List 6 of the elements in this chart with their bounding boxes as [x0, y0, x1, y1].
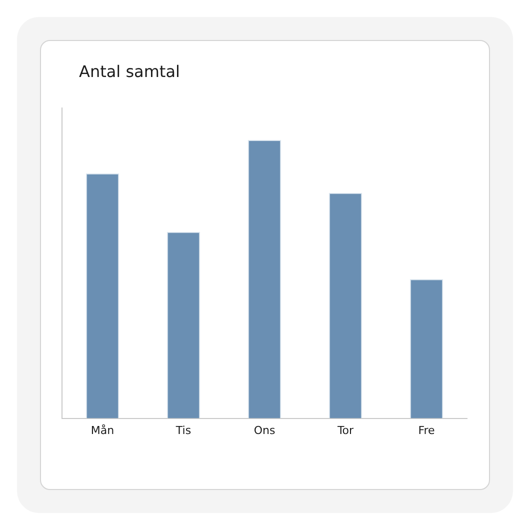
- x-tick-label: Tis: [174, 424, 192, 437]
- x-tick-label: Ons: [254, 424, 276, 437]
- chart-title: Antal samtal: [79, 62, 180, 81]
- x-tick-label: Fre: [418, 424, 436, 437]
- x-tick-label: Tor: [336, 424, 354, 437]
- x-tick-label: Mån: [90, 424, 114, 437]
